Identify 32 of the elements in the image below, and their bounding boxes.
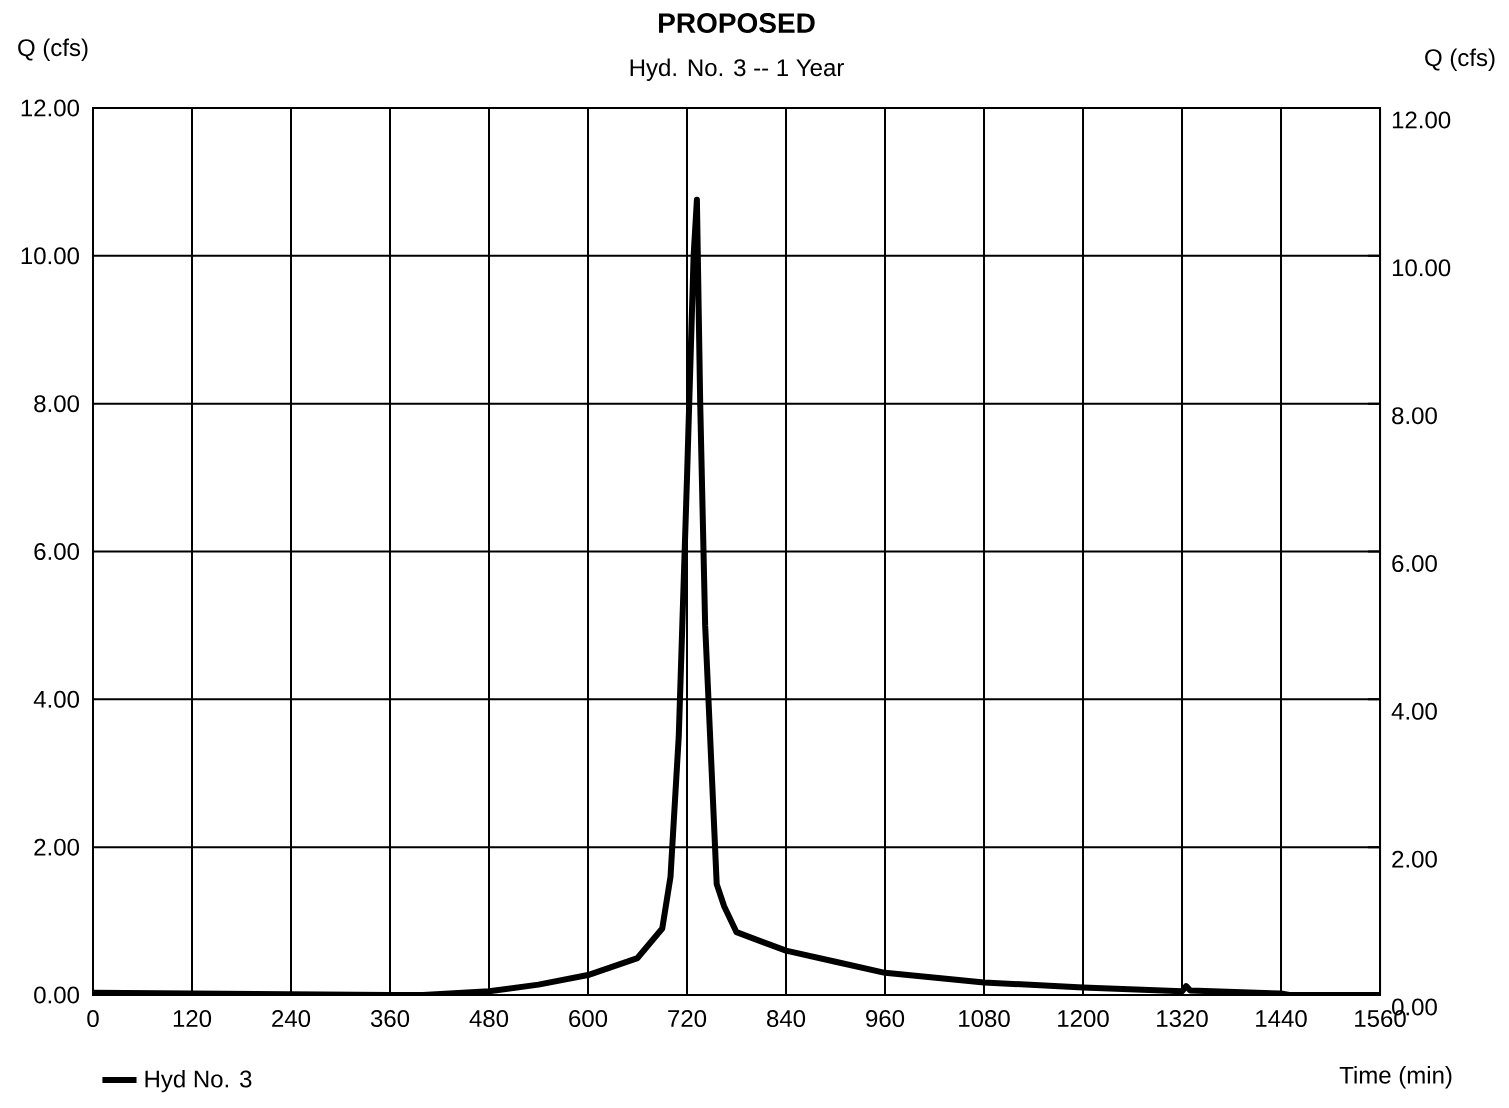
y2-tick-label: 6.00 — [1392, 555, 1437, 572]
x-tick-label: 120 — [173, 1010, 212, 1028]
y2-axis-title: Q (cfs) — [1425, 48, 1495, 71]
x-tick-label: 600 — [569, 1010, 608, 1028]
x-tick-label: 720 — [668, 1010, 707, 1028]
y2-tick-label: 8.00 — [1392, 407, 1437, 425]
x-tick-label: 1080 — [959, 1010, 1010, 1028]
x-tick-label: 480 — [469, 1010, 509, 1028]
y-tick-label: 6.00 — [34, 543, 79, 560]
y-tick-label: 8.00 — [34, 395, 79, 413]
y2-tick-label: 4.00 — [1391, 702, 1437, 720]
legend-label: Hyd No. 3 — [145, 1069, 252, 1093]
y-tick-label: 0.00 — [34, 986, 79, 1004]
y2-tick-label: 2.00 — [1392, 850, 1437, 868]
x-tick-label: 840 — [767, 1010, 806, 1028]
x-axis-title: Time (min) — [1339, 1066, 1452, 1089]
x-tick-label: 1320 — [1157, 1010, 1208, 1028]
chart-title: PROPOSED — [659, 13, 815, 33]
x-tick-label: 960 — [866, 1010, 905, 1028]
y-tick-label: 4.00 — [33, 690, 79, 708]
chart-subtitle: Hyd. No. 3 -- 1 Year — [630, 58, 844, 81]
y-tick-label: 10.00 — [21, 247, 79, 265]
y2-tick-label: 12.00 — [1392, 111, 1451, 129]
x-tick-label: 1440 — [1256, 1010, 1307, 1028]
x-tick-label: 0 — [87, 1010, 99, 1028]
x-tick-label: 1200 — [1058, 1010, 1109, 1028]
x-tick-label: 240 — [272, 1010, 311, 1028]
x-tick-label: 360 — [370, 1010, 410, 1028]
y-tick-label: 2.00 — [34, 838, 79, 856]
y-tick-label: 12.00 — [21, 99, 79, 117]
y2-tick-label: 10.00 — [1392, 259, 1451, 277]
y-axis-title: Q (cfs) — [18, 38, 88, 61]
